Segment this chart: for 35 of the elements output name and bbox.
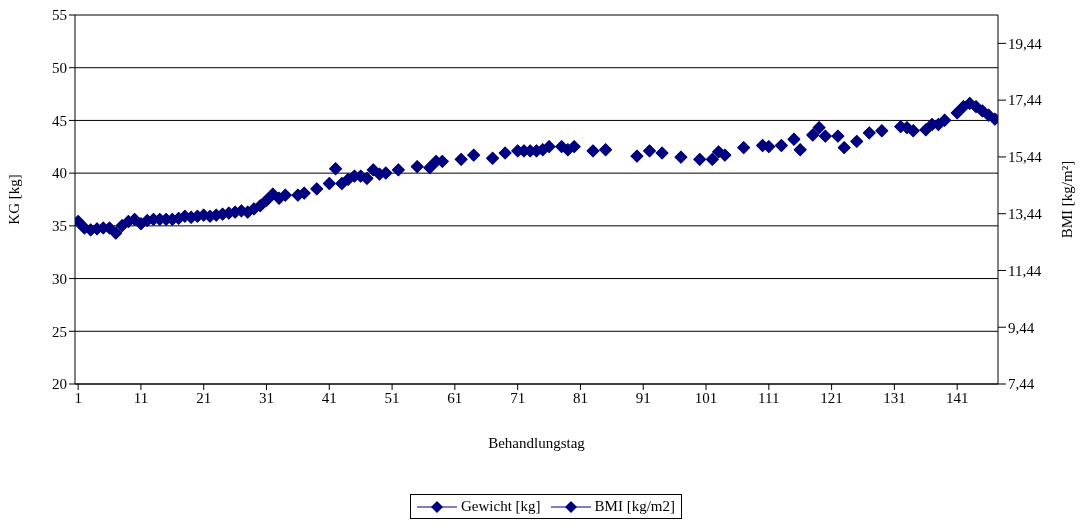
x-tick-label: 81 [572, 389, 588, 406]
x-tick-label: 51 [384, 389, 400, 406]
y-axis-title: KG [kg] [6, 174, 23, 225]
x-tick-label: 101 [694, 389, 718, 406]
x-tick-label: 91 [635, 389, 651, 406]
legend-label: Gewicht [kg] [461, 498, 541, 515]
x-axis-title: Behandlungstag [488, 435, 586, 451]
y-tick-label: 50 [52, 60, 67, 77]
x-tick-label: 1 [74, 389, 82, 406]
x-tick-label: 131 [883, 389, 906, 406]
y2-axis-title: BMI [kg/m²] [1059, 160, 1075, 239]
x-tick-label: 71 [510, 389, 526, 406]
y-tick-label: 55 [52, 7, 67, 24]
y-tick-label: 40 [52, 165, 67, 182]
x-tick-label: 21 [196, 389, 212, 406]
x-tick-label: 111 [758, 389, 780, 406]
y-tick-label: 45 [52, 112, 67, 129]
y2-tick-label: 19,44 [1008, 35, 1043, 52]
y-tick-label: 35 [52, 218, 67, 235]
y2-tick-label: 9,44 [1008, 319, 1035, 336]
y-tick-label: 30 [52, 270, 67, 287]
y2-tick-label: 13,44 [1008, 206, 1043, 223]
y2-tick-label: 7,44 [1008, 376, 1035, 393]
x-tick-label: 61 [447, 389, 463, 406]
legend-label: BMI [kg/m2] [594, 498, 675, 515]
x-tick-label: 31 [259, 389, 275, 406]
x-tick-label: 41 [321, 389, 337, 406]
y2-tick-label: 17,44 [1008, 92, 1043, 109]
y-tick-label: 20 [52, 376, 67, 393]
x-tick-label: 11 [133, 389, 149, 406]
y2-tick-label: 11,44 [1008, 262, 1042, 279]
x-tick-label: 121 [820, 389, 843, 406]
y-tick-label: 25 [52, 323, 67, 340]
y2-tick-label: 15,44 [1008, 149, 1043, 166]
x-tick-label: 141 [945, 389, 969, 406]
